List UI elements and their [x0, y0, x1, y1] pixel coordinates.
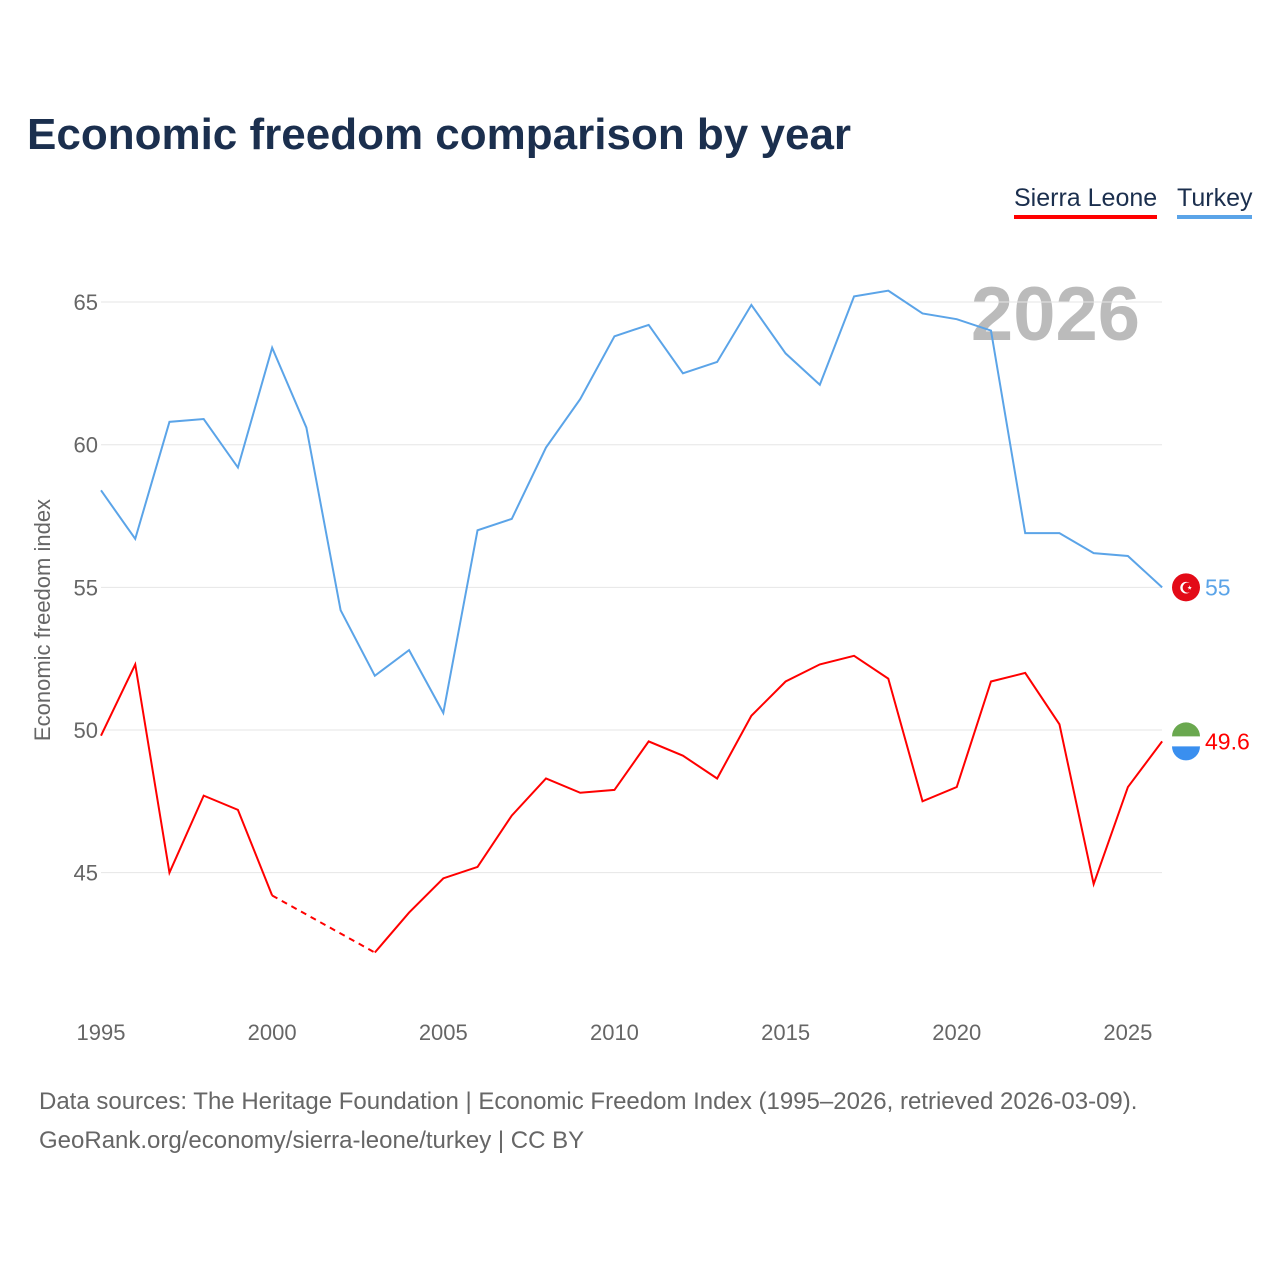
y-tick-label: 50: [74, 718, 98, 743]
x-tick-label: 1995: [77, 1020, 126, 1045]
source-url: GeoRank.org/economy/sierra-leone/turkey …: [39, 1127, 585, 1154]
legend-turkey[interactable]: Turkey: [1177, 184, 1253, 219]
series-line-1: [100, 289, 1163, 716]
series-line-0: [100, 654, 1163, 954]
end-value-label: 49.6: [1205, 728, 1250, 754]
turkey-flag-icon: [1172, 573, 1200, 602]
x-tick-label: 2020: [932, 1020, 981, 1045]
x-tick-label: 2005: [419, 1020, 468, 1045]
source-text: Data sources: The Heritage Foundation | …: [39, 1088, 1138, 1115]
x-tick-label: 2000: [248, 1020, 297, 1045]
year-watermark: 2026: [971, 272, 1140, 357]
flag-green: [1172, 722, 1200, 737]
x-tick-label: 2010: [590, 1020, 639, 1045]
chart-title: Economic freedom comparison by year: [27, 110, 852, 159]
y-tick-label: 45: [74, 861, 98, 886]
y-tick-label: 60: [74, 433, 98, 458]
y-axis-label: Economic freedom index: [30, 499, 55, 741]
y-tick-label: 55: [74, 575, 98, 600]
flag-blue: [1172, 746, 1200, 761]
y-tick-label: 65: [74, 290, 98, 315]
x-tick-label: 2025: [1103, 1020, 1152, 1045]
x-tick-label: 2015: [761, 1020, 810, 1045]
legend-sierra-leone[interactable]: Sierra Leone: [1014, 184, 1158, 219]
flag-crescent: ☪: [1179, 580, 1193, 597]
end-value-label: 55: [1205, 574, 1231, 600]
gap-dashed-line: [271, 894, 376, 954]
